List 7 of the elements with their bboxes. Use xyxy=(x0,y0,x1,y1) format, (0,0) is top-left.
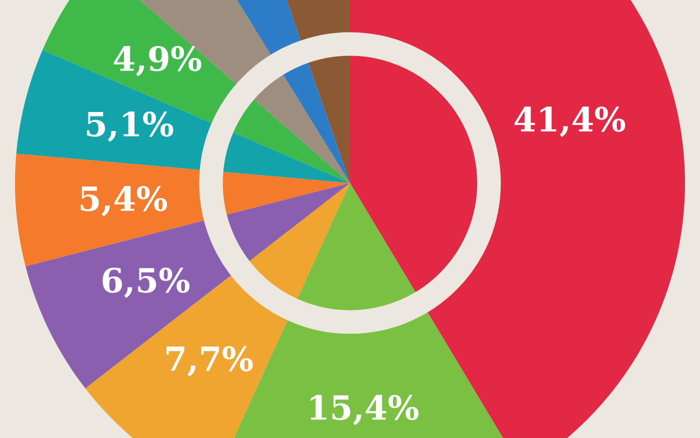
data-label: 15,4% xyxy=(310,394,418,426)
data-label: 5,1% xyxy=(87,112,174,142)
data-label: 4,9% xyxy=(114,46,202,76)
data-label: 6,5% xyxy=(102,268,190,298)
data-label: 5,4% xyxy=(80,186,167,216)
data-label: 41,4% xyxy=(514,106,626,137)
data-label: 7,7% xyxy=(166,346,253,376)
